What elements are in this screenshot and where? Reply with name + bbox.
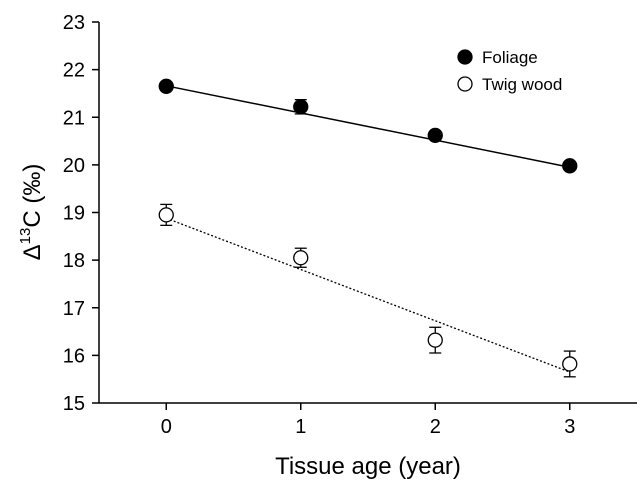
fit-line — [166, 85, 570, 168]
x-tick-label: 2 — [430, 416, 441, 438]
x-tick-label: 3 — [564, 416, 575, 438]
x-tick-label: 1 — [295, 416, 306, 438]
point — [562, 158, 578, 174]
point — [562, 356, 578, 372]
point — [293, 250, 309, 266]
y-tick-label: 15 — [63, 393, 85, 415]
point — [158, 78, 174, 94]
y-tick-label: 21 — [63, 107, 85, 129]
y-tick-label: 22 — [63, 60, 85, 82]
y-tick-label: 18 — [63, 250, 85, 272]
y-tick-label: 17 — [63, 298, 85, 320]
legend-label: Twig wood — [482, 75, 562, 94]
y-tick-label: 20 — [63, 155, 85, 177]
fit-line — [166, 217, 570, 373]
point — [158, 207, 174, 223]
point — [293, 99, 309, 115]
x-tick-label: 0 — [161, 416, 172, 438]
y-label-part: Δ — [19, 244, 46, 260]
y-label-sup: 13 — [17, 228, 34, 245]
y-tick-label: 23 — [63, 12, 85, 34]
legend-marker — [457, 49, 473, 65]
y-axis-label: Δ13C (‰) — [17, 164, 46, 261]
y-tick-label: 19 — [63, 203, 85, 225]
point — [427, 127, 443, 143]
y-tick-label: 16 — [63, 345, 85, 367]
x-axis-label: Tissue age (year) — [275, 453, 461, 480]
y-label-part: C (‰) — [19, 164, 46, 228]
legend-label: Foliage — [482, 48, 538, 67]
point — [427, 332, 443, 348]
legend-marker — [457, 76, 473, 92]
